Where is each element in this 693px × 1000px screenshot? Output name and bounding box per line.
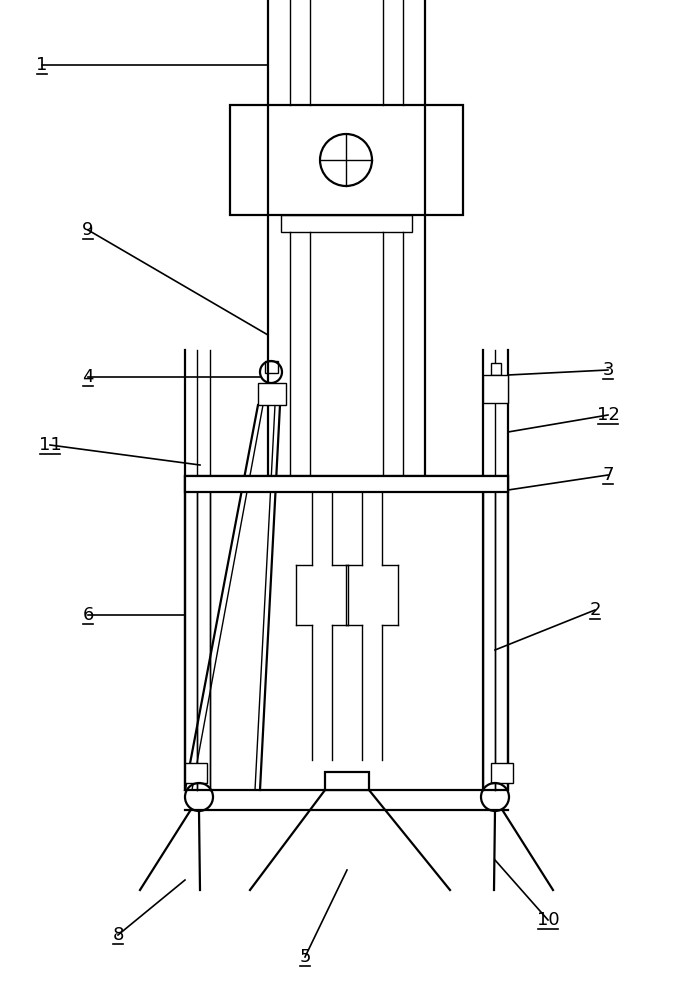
Bar [265,361,278,373]
Bar [491,363,501,375]
Bar [185,476,508,492]
Text: 4: 4 [82,368,94,386]
Text: 2: 2 [589,601,601,619]
Bar [281,215,412,232]
Bar [185,763,207,783]
Text: 12: 12 [597,406,620,424]
Bar [491,763,513,783]
Text: 10: 10 [536,911,559,929]
Bar [258,383,286,405]
Bar [325,772,369,790]
Text: 6: 6 [82,606,94,624]
Bar [185,476,508,790]
Bar [230,105,463,215]
Text: 11: 11 [39,436,62,454]
Text: 9: 9 [82,221,94,239]
Bar [483,375,508,403]
Text: 8: 8 [112,926,123,944]
Text: 7: 7 [602,466,614,484]
Text: 3: 3 [602,361,614,379]
Text: 1: 1 [36,56,48,74]
Text: 5: 5 [299,948,310,966]
